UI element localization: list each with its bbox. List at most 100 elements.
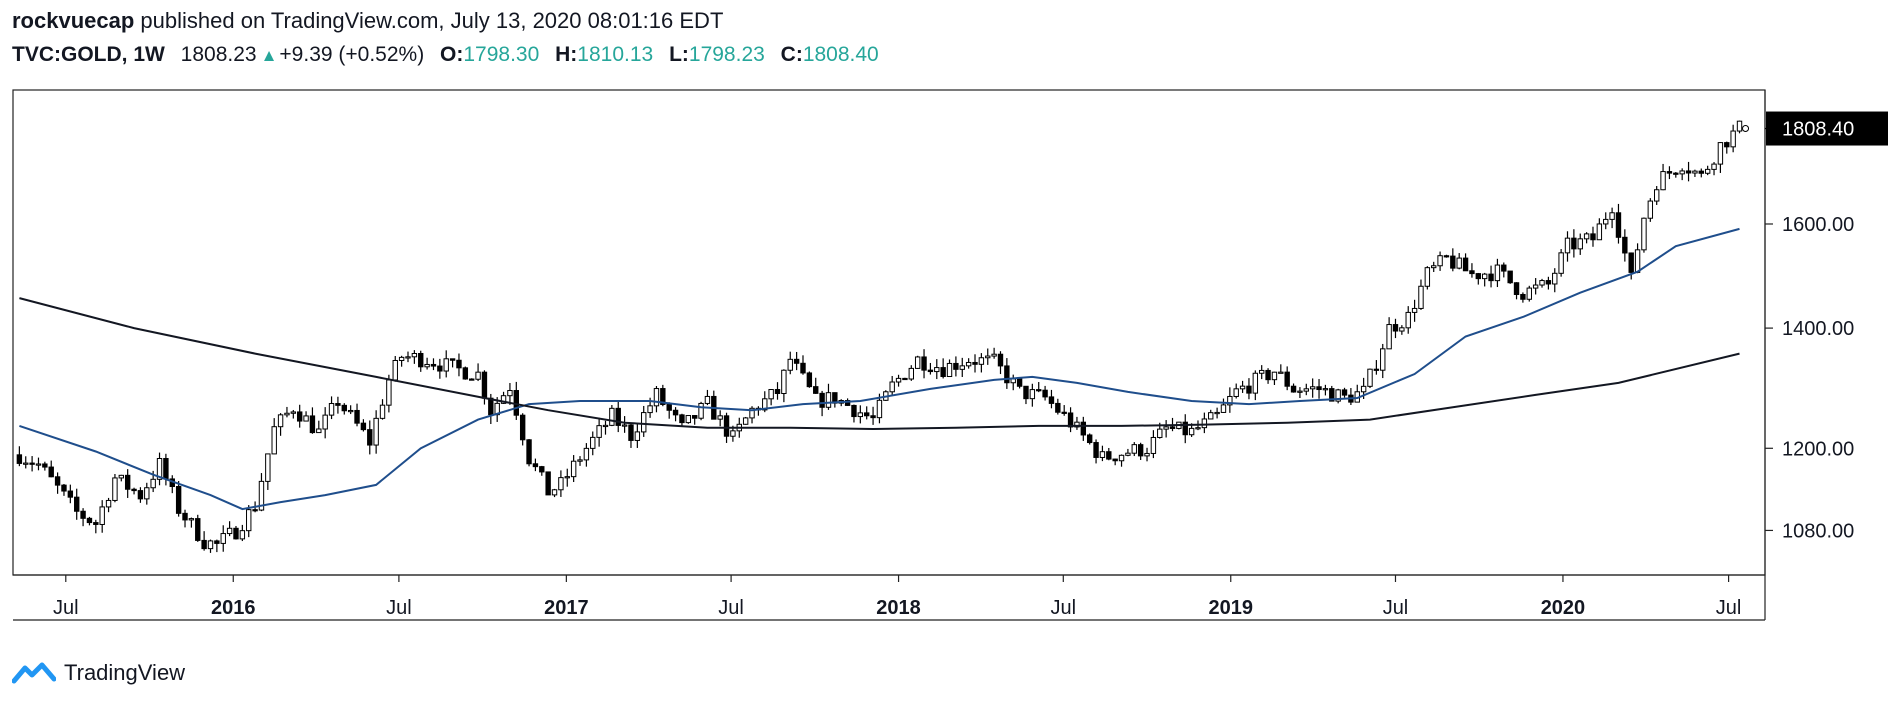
candle-body	[1494, 264, 1501, 282]
candle-body	[1233, 388, 1239, 397]
y-tick-label: 1200.00	[1782, 438, 1854, 460]
author-name[interactable]: rockvuecap	[12, 8, 135, 33]
x-tick-label: Jul	[1716, 597, 1742, 619]
candle-body	[1086, 434, 1093, 444]
candle-body	[959, 365, 965, 370]
candle-body	[201, 539, 207, 550]
candle-body	[1673, 172, 1679, 175]
price-axis[interactable]: 1080.00 1200.00 1400.00 1600.00	[1765, 214, 1854, 542]
candle-body	[469, 378, 475, 381]
candle-body	[641, 412, 647, 433]
candle-body	[405, 356, 411, 359]
candle-body	[1513, 282, 1520, 295]
candle-body	[793, 358, 800, 364]
candle-body	[602, 424, 609, 428]
publish-text: published on TradingView.com, July 13, 2…	[134, 8, 724, 33]
candle-body	[1596, 223, 1603, 241]
candle-body	[360, 422, 367, 431]
symbol-label[interactable]: TVC:GOLD, 1W	[12, 43, 165, 66]
candle-body	[1437, 255, 1443, 267]
candle-body	[908, 367, 914, 380]
candle-body	[1061, 411, 1067, 414]
x-tick-label: 2020	[1541, 597, 1586, 619]
candle-body	[1641, 217, 1647, 251]
candle-body	[1010, 378, 1016, 384]
candle-body	[99, 506, 105, 525]
candle-body	[226, 527, 233, 535]
last-price-badge	[1766, 111, 1888, 146]
candle-body	[539, 466, 545, 473]
candle-body	[768, 389, 774, 400]
plot-area[interactable]	[12, 89, 1766, 576]
candle-body	[1634, 249, 1641, 273]
close-value: 1808.40	[802, 43, 879, 66]
candle-body	[1545, 280, 1552, 285]
low-label: L:	[669, 43, 689, 66]
candle-body	[1501, 264, 1507, 272]
high-label: H:	[555, 43, 578, 66]
candle-body	[1157, 428, 1163, 438]
candle-body	[1131, 444, 1137, 454]
candle-body	[1112, 458, 1118, 462]
candle-body	[1552, 272, 1558, 285]
candle-body	[309, 415, 316, 434]
candle-body	[144, 487, 150, 500]
candle-body	[1208, 412, 1214, 420]
candle-body	[1469, 270, 1475, 275]
candle-body	[1622, 236, 1628, 254]
candle-body	[265, 453, 271, 482]
candle-body	[1239, 385, 1246, 390]
candle-body	[1456, 257, 1462, 269]
last-price-label: 1808.40	[1782, 119, 1854, 141]
time-axis[interactable]: Jul 2016 Jul 2017 Jul 2018 Jul 2019 Jul 2020 Jul	[53, 575, 1741, 619]
candle-body	[284, 412, 290, 416]
candle-body	[303, 415, 309, 422]
candle-body	[1539, 280, 1545, 286]
candle-body	[118, 474, 125, 479]
candle-body	[997, 353, 1004, 367]
candle-body	[857, 412, 864, 418]
candle-body	[67, 490, 74, 498]
candle-body	[449, 358, 456, 361]
candle-body	[545, 471, 551, 496]
candle-body	[653, 388, 660, 407]
candle-body	[787, 358, 793, 371]
candle-body	[475, 371, 481, 380]
candle-body	[131, 488, 137, 492]
candle-body	[1195, 427, 1201, 430]
candle-body	[124, 474, 131, 490]
candle-body	[679, 414, 685, 424]
candle-body	[691, 415, 698, 419]
candle-body	[902, 377, 908, 381]
candles-layer	[16, 120, 1743, 553]
candle-body	[1360, 385, 1367, 393]
candle-body	[207, 540, 214, 550]
candle-body	[1558, 252, 1564, 274]
candle-body	[1004, 365, 1010, 384]
candle-body	[526, 439, 532, 465]
candle-body	[424, 363, 430, 368]
candle-body	[1392, 324, 1399, 332]
candle-body	[1329, 388, 1335, 402]
candle-body	[233, 527, 239, 540]
up-arrow-icon: ▲	[260, 46, 278, 65]
candle-body	[1118, 454, 1125, 462]
last-price-dot	[1742, 125, 1750, 133]
candle-body	[590, 436, 596, 449]
candle-body	[500, 395, 507, 404]
candle-body	[163, 458, 169, 480]
footer-brand[interactable]: TradingView	[12, 660, 185, 686]
candle-body	[1188, 427, 1195, 436]
candle-body	[195, 518, 201, 541]
candle-body	[1252, 372, 1259, 394]
candle-body	[296, 411, 303, 422]
candle-body	[1048, 396, 1055, 404]
candle-body	[889, 381, 895, 393]
candle-body	[953, 362, 959, 370]
candle-body	[825, 392, 832, 408]
candle-body	[1144, 452, 1150, 457]
candle-body	[965, 361, 972, 367]
candle-body	[1590, 233, 1596, 241]
candle-body	[1258, 369, 1265, 374]
